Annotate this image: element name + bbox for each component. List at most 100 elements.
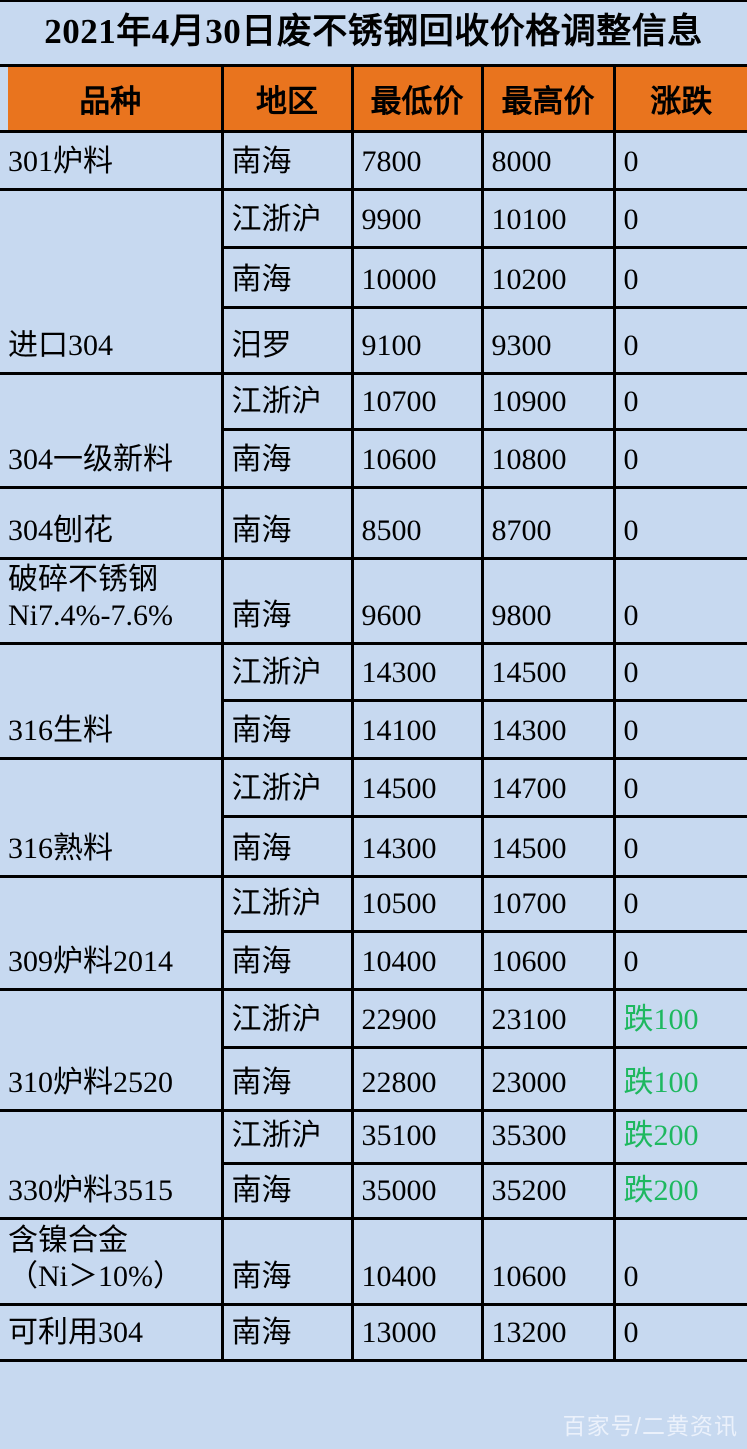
region-cell: 江浙沪 (220, 757, 354, 818)
low-price-cell: 22900 (350, 988, 484, 1049)
low-price-cell: 35000 (350, 1162, 484, 1220)
region-cell: 南海 (220, 1303, 354, 1362)
low-price-cell: 10400 (350, 1217, 484, 1306)
variety-cell: 可利用304 (0, 1303, 224, 1362)
col-header-variety: 品种 (0, 64, 224, 133)
high-price-cell: 35200 (480, 1162, 616, 1220)
high-price-cell: 10100 (480, 188, 616, 249)
variety-cell: 301炉料 (0, 130, 224, 191)
region-cell: 江浙沪 (220, 642, 354, 702)
change-cell: 0 (612, 188, 747, 249)
high-price-cell: 10800 (480, 428, 616, 489)
change-cell: 0 (612, 757, 747, 818)
low-price-cell: 10700 (350, 372, 484, 431)
variety-cell: 330炉料3515 (0, 1109, 224, 1220)
change-cell: 0 (612, 428, 747, 489)
table-row: 南海 10000 10200 0 (0, 246, 747, 309)
variety-cell: 进口304 (0, 188, 224, 375)
region-cell: 江浙沪 (220, 988, 354, 1049)
high-price-cell: 9800 (480, 557, 616, 645)
change-cell: 0 (612, 699, 747, 760)
high-price-cell: 35300 (480, 1109, 616, 1165)
change-cell: 0 (612, 930, 747, 991)
variety-cell: 304刨花 (0, 486, 224, 560)
table-row: 301炉料 南海 7800 8000 0 (0, 130, 747, 191)
change-cell: 0 (612, 557, 747, 645)
change-cell: 0 (612, 642, 747, 702)
variety-cell: 304一级新料 (0, 372, 224, 489)
low-price-cell: 35100 (350, 1109, 484, 1165)
high-price-cell: 14700 (480, 757, 616, 818)
header-row: 品种 地区 最低价 最高价 涨跌 (0, 64, 747, 133)
col-header-low-price: 最低价 (350, 64, 484, 133)
page-title: 2021年4月30日废不锈钢回收价格调整信息 (0, 0, 747, 67)
region-cell: 江浙沪 (220, 875, 354, 933)
watermark: 百家号/二黄资讯 (562, 1413, 738, 1439)
table-row: 汨罗 9100 9300 0 (0, 306, 747, 375)
table-row: 316熟料 江浙沪 14500 14700 0 (0, 757, 747, 878)
low-price-cell: 22800 (350, 1046, 484, 1112)
region-cell: 南海 (220, 130, 354, 191)
table-row: 含镍合金 （Ni＞10%） 南海 10400 10600 0 (0, 1217, 747, 1306)
region-cell: 江浙沪 (220, 372, 354, 431)
change-cell: 0 (612, 246, 747, 309)
table-row: 进口304 江浙沪 9900 10100 0 (0, 188, 747, 375)
high-price-cell: 10900 (480, 372, 616, 431)
price-table: 2021年4月30日废不锈钢回收价格调整信息 品种 地区 最低价 最高价 涨跌 … (0, 0, 747, 1362)
table-row: 310炉料2520 江浙沪 22900 23100 跌100 (0, 988, 747, 1112)
change-cell: 0 (612, 1217, 747, 1306)
table-row: 南海 14300 14500 0 (0, 815, 747, 878)
variety-cell: 含镍合金 （Ni＞10%） (0, 1217, 224, 1306)
region-cell: 汨罗 (220, 306, 354, 375)
region-cell: 南海 (220, 486, 354, 560)
high-price-cell: 10600 (480, 1217, 616, 1306)
high-price-cell: 23000 (480, 1046, 616, 1112)
table-row: 南海 35000 35200 跌200 (0, 1162, 747, 1220)
region-cell: 南海 (220, 1162, 354, 1220)
low-price-cell: 10000 (350, 246, 484, 309)
change-cell: 0 (612, 815, 747, 878)
low-price-cell: 10400 (350, 930, 484, 991)
region-cell: 南海 (220, 557, 354, 645)
table-row: 316生料 江浙沪 14300 14500 0 (0, 642, 747, 760)
table-row: 330炉料3515 江浙沪 35100 35300 跌200 (0, 1109, 747, 1220)
variety-cell: 309炉料2014 (0, 875, 224, 991)
high-price-cell: 10600 (480, 930, 616, 991)
low-price-cell: 14500 (350, 757, 484, 818)
low-price-cell: 10600 (350, 428, 484, 489)
low-price-cell: 10500 (350, 875, 484, 933)
low-price-cell: 14300 (350, 815, 484, 878)
change-cell: 跌200 (612, 1109, 747, 1165)
change-cell: 0 (612, 130, 747, 191)
table-row: 南海 14100 14300 0 (0, 699, 747, 760)
table-row: 南海 10600 10800 0 (0, 428, 747, 489)
table-row: 可利用304 南海 13000 13200 0 (0, 1303, 747, 1362)
low-price-cell: 9900 (350, 188, 484, 249)
region-cell: 南海 (220, 1046, 354, 1112)
high-price-cell: 14500 (480, 815, 616, 878)
low-price-cell: 8500 (350, 486, 484, 560)
high-price-cell: 14300 (480, 699, 616, 760)
change-cell: 跌100 (612, 1046, 747, 1112)
variety-cell: 316生料 (0, 642, 224, 760)
col-header-region: 地区 (220, 64, 354, 133)
table-row: 南海 22800 23000 跌100 (0, 1046, 747, 1112)
high-price-cell: 23100 (480, 988, 616, 1049)
region-cell: 南海 (220, 428, 354, 489)
high-price-cell: 9300 (480, 306, 616, 375)
table-row: 破碎不锈钢 Ni7.4%-7.6% 南海 9600 9800 0 (0, 557, 747, 645)
region-cell: 江浙沪 (220, 188, 354, 249)
table-row: 309炉料2014 江浙沪 10500 10700 0 (0, 875, 747, 991)
variety-cell: 310炉料2520 (0, 988, 224, 1112)
region-cell: 南海 (220, 1217, 354, 1306)
region-cell: 南海 (220, 699, 354, 760)
low-price-cell: 13000 (350, 1303, 484, 1362)
region-cell: 南海 (220, 246, 354, 309)
table-row: 南海 10400 10600 0 (0, 930, 747, 991)
variety-cell: 破碎不锈钢 Ni7.4%-7.6% (0, 557, 224, 645)
low-price-cell: 14300 (350, 642, 484, 702)
high-price-cell: 13200 (480, 1303, 616, 1362)
change-cell: 跌200 (612, 1162, 747, 1220)
high-price-cell: 8700 (480, 486, 616, 560)
